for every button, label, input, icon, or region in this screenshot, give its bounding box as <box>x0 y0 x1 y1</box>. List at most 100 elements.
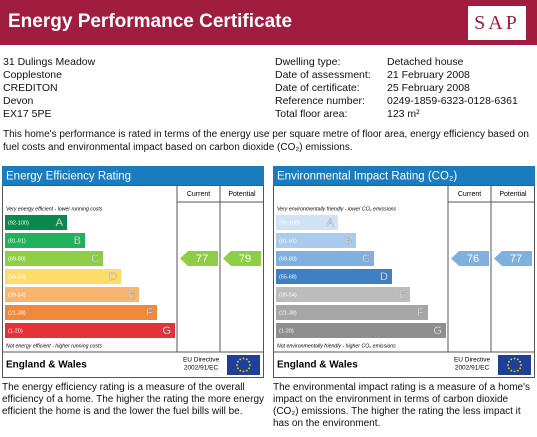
flag-star <box>510 369 513 372</box>
band-range: (21-38) <box>8 310 26 316</box>
rating-band <box>276 269 392 284</box>
band-range: (39-54) <box>8 292 26 298</box>
page-title: Energy Performance Certificate <box>8 11 293 32</box>
rating-band <box>276 323 446 338</box>
flag-star <box>248 360 251 363</box>
band-range: (92-100) <box>279 220 300 226</box>
rating-band <box>5 269 121 284</box>
header-bar <box>0 0 537 45</box>
flag-star <box>239 369 242 372</box>
flag-star <box>513 370 516 373</box>
band-range: (81-91) <box>8 238 26 244</box>
panel-header <box>273 166 535 185</box>
rating-band <box>276 287 410 302</box>
rating-panel: Energy Efficiency Rating Current Potential… <box>2 166 264 378</box>
band-letter: G <box>162 325 171 337</box>
band-range: (69-80) <box>279 256 297 262</box>
intro-text: This home's performance is rated in term… <box>3 129 529 153</box>
address-line: CREDITON <box>3 82 58 94</box>
rating-band <box>5 251 103 266</box>
flag-star <box>242 357 245 360</box>
rating-band <box>5 305 157 320</box>
address-line: 31 Dulings Meadow <box>3 56 96 68</box>
flag-star <box>510 358 513 361</box>
rating-band <box>276 251 374 266</box>
band-letter: F <box>146 307 153 319</box>
panel-frame <box>2 185 264 378</box>
rating-value: 77 <box>196 253 208 265</box>
flag-star <box>248 367 251 370</box>
address-line: Devon <box>3 95 34 107</box>
flag-star <box>520 364 522 366</box>
flag-star <box>249 364 251 366</box>
flag-star <box>516 358 519 361</box>
band-range: (69-80) <box>8 256 26 262</box>
panel-title: Environmental Impact Rating (CO₂) <box>277 171 457 183</box>
flag-star <box>507 360 510 363</box>
band-range: (81-91) <box>279 238 297 244</box>
band-range: (39-54) <box>279 292 297 298</box>
band-range: (55-68) <box>279 274 297 280</box>
flag-star <box>507 364 509 366</box>
band-letter: D <box>380 271 388 283</box>
detail-value: 21 February 2008 <box>387 69 470 81</box>
rating-band <box>5 323 175 338</box>
band-letter: F <box>417 307 424 319</box>
band-letter: A <box>327 217 335 229</box>
column-header: Current <box>458 191 481 198</box>
rating-arrow <box>180 251 218 266</box>
address-line: EX17 5PE <box>3 108 52 120</box>
flag-star <box>239 358 242 361</box>
band-letter: B <box>74 235 81 247</box>
band-letter: E <box>128 289 135 301</box>
flag-star <box>516 369 519 372</box>
directive: EU Directive <box>183 357 220 364</box>
detail-label: Date of assessment: <box>275 69 371 81</box>
eu-flag <box>227 355 260 375</box>
rating-band <box>5 215 67 230</box>
eu-flag <box>498 355 531 375</box>
column-header: Current <box>187 191 210 198</box>
band-letter: B <box>345 235 352 247</box>
panel-header <box>2 166 264 185</box>
band-letter: E <box>399 289 406 301</box>
band-letter: D <box>109 271 117 283</box>
bottom-note: Not environmentally friendly - higher CO… <box>277 343 396 349</box>
detail-value: 25 February 2008 <box>387 82 470 94</box>
rating-band <box>5 233 85 248</box>
address: 31 Dulings Meadow Copplestone CREDITON Devo… <box>3 56 95 121</box>
panel-description: The environmental impact rating is a mea… <box>273 382 531 429</box>
band-range: (92-100) <box>8 220 29 226</box>
flag-star <box>507 367 510 370</box>
flag-star <box>236 367 239 370</box>
rating-panel: Environmental Impact Rating (CO₂) Current… <box>273 166 535 378</box>
directive: 2002/91/EC <box>455 365 490 372</box>
rating-arrow <box>451 251 489 266</box>
address-line: Copplestone <box>3 69 62 81</box>
band-letter: C <box>91 253 99 265</box>
directive: EU Directive <box>454 357 491 364</box>
region: England & Wales <box>277 360 358 371</box>
band-range: (1-20) <box>279 328 294 334</box>
rating-band <box>276 305 428 320</box>
logo: SAP <box>468 6 526 40</box>
flag-star <box>519 360 522 363</box>
detail-label: Date of certificate: <box>275 82 360 94</box>
rating-arrow <box>494 251 532 266</box>
panel-description: The energy efficiency rating is a measur… <box>2 382 265 417</box>
top-note: Very environmentally friendly - lower CO… <box>277 206 397 212</box>
band-range: (55-68) <box>8 274 26 280</box>
detail-value: 123 m² <box>387 108 420 120</box>
flag-star <box>513 357 516 360</box>
flag-star <box>242 370 245 373</box>
band-letter: A <box>56 217 64 229</box>
detail-value: Detached house <box>387 56 464 68</box>
detail-label: Total floor area: <box>275 108 348 120</box>
flag-star <box>236 360 239 363</box>
region: England & Wales <box>6 360 87 371</box>
panel-title: Energy Efficiency Rating <box>6 171 131 183</box>
rating-band <box>5 287 139 302</box>
rating-value: 79 <box>239 253 251 265</box>
flag-star <box>245 358 248 361</box>
